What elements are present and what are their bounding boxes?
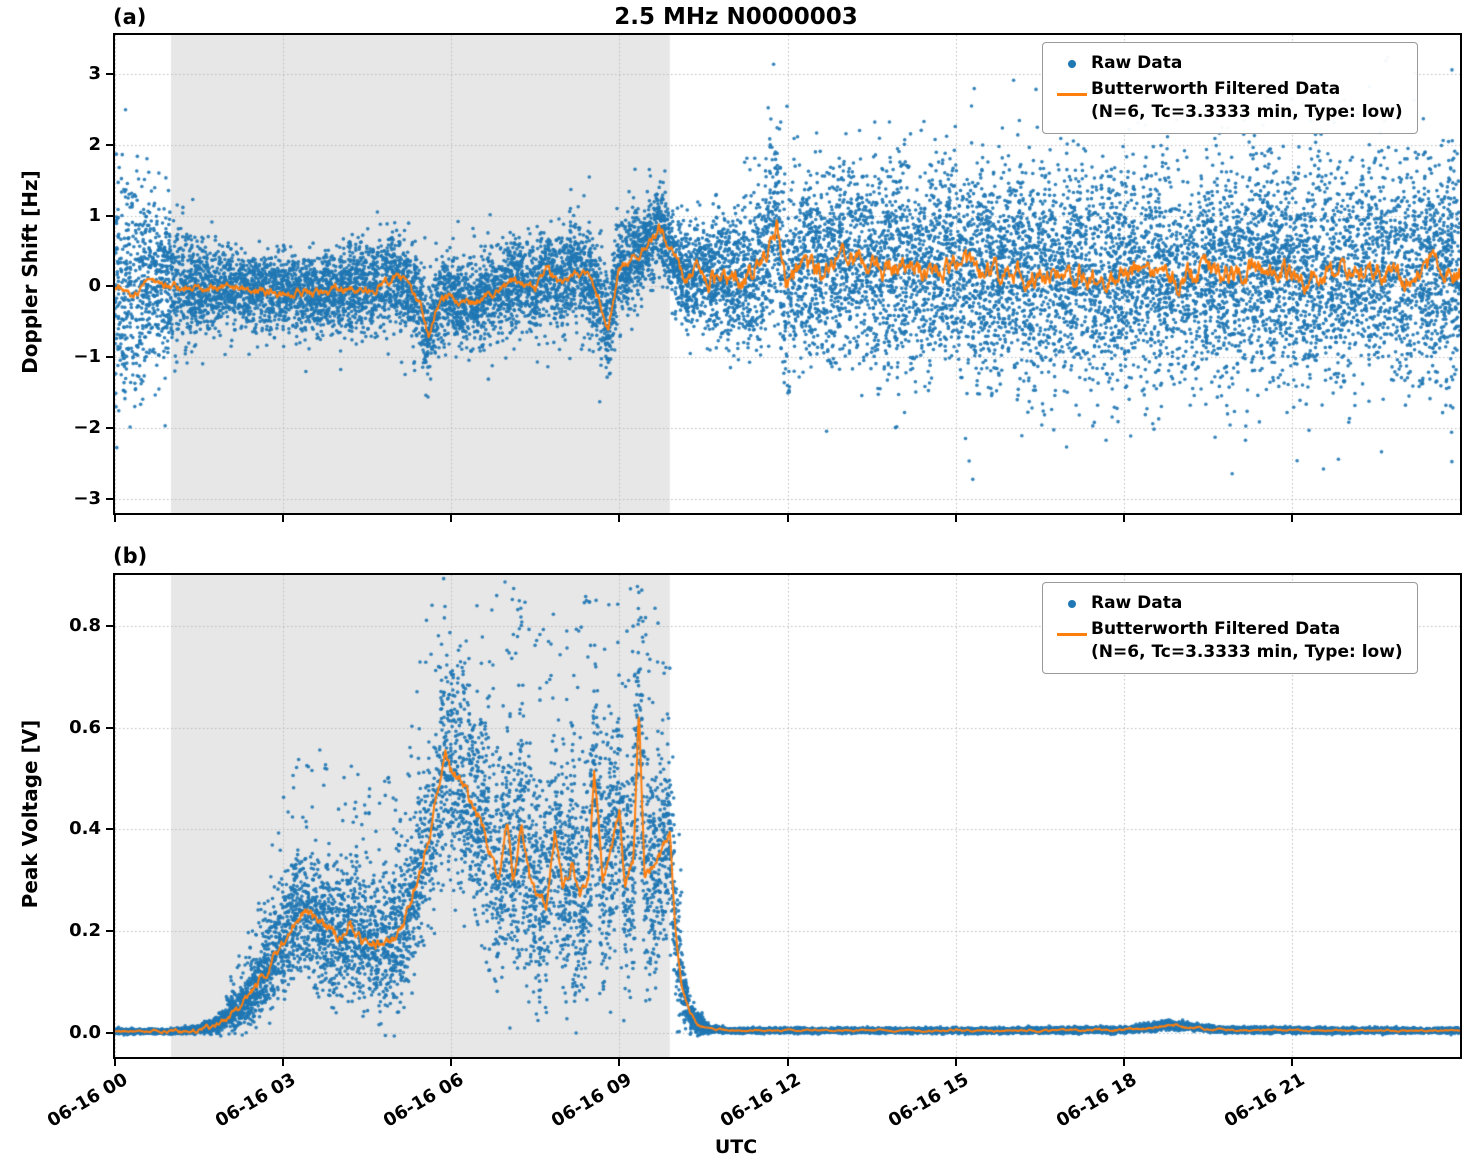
x-tick-mark [1122, 1059, 1125, 1066]
legend-a-raw-label: Raw Data [1091, 53, 1183, 73]
y-tick-mark [106, 72, 113, 75]
y-tick-label: 2 [88, 133, 101, 155]
x-tick-mark [618, 515, 621, 522]
filtered-line-icon [1053, 622, 1091, 646]
x-tick-mark [450, 1059, 453, 1066]
y-tick-label: 0.8 [69, 614, 101, 636]
x-tick-mark [114, 1059, 116, 1066]
y-tick-label: 0.2 [69, 920, 101, 942]
y-tick-mark [106, 726, 113, 729]
x-tick-mark [954, 1059, 957, 1066]
x-tick-mark [282, 515, 285, 522]
y-tick-mark [106, 427, 113, 430]
x-tick-mark [450, 515, 453, 522]
raw-data-dot-icon [1053, 592, 1091, 616]
filtered-line-icon [1053, 82, 1091, 106]
y-tick-label: −1 [73, 346, 101, 368]
legend-a: Raw Data Butterworth Filtered Data (N=6, … [1042, 42, 1418, 134]
legend-a-filtered-entry: Butterworth Filtered Data (N=6, Tc=3.3333… [1053, 78, 1403, 124]
y-tick-label: 0.0 [69, 1022, 101, 1044]
legend-b-filtered-label-line2: (N=6, Tc=3.3333 min, Type: low) [1091, 641, 1403, 662]
x-tick-mark [618, 1059, 621, 1066]
legend-a-filtered-label: Butterworth Filtered Data (N=6, Tc=3.3333… [1091, 78, 1403, 124]
x-tick-label: 06-16 00 [44, 1069, 132, 1132]
y-tick-mark [106, 497, 113, 500]
y-tick-label: 0.4 [69, 818, 101, 840]
legend-b-filtered-entry: Butterworth Filtered Data (N=6, Tc=3.3333… [1053, 618, 1403, 664]
y-tick-label: −3 [73, 487, 101, 509]
x-tick-label: 06-16 09 [548, 1069, 636, 1132]
y-tick-mark [106, 930, 113, 933]
x-tick-mark [1122, 515, 1125, 522]
y-tick-mark [106, 143, 113, 146]
x-tick-mark [1290, 515, 1293, 522]
x-tick-mark [114, 515, 116, 522]
legend-a-filtered-label-line2: (N=6, Tc=3.3333 min, Type: low) [1091, 101, 1403, 122]
raw-data-dot-icon [1053, 52, 1091, 76]
y-tick-mark [106, 214, 113, 217]
x-tick-label: 06-16 18 [1052, 1069, 1141, 1132]
panel-b-label: (b) [113, 544, 148, 568]
x-tick-label: 06-16 12 [716, 1069, 804, 1132]
y-tick-mark [106, 285, 113, 288]
y-tick-mark [106, 356, 113, 359]
x-tick-label: 06-16 06 [380, 1069, 468, 1132]
y-tick-mark [106, 828, 113, 831]
x-tick-label: 06-16 15 [884, 1069, 973, 1132]
x-tick-mark [282, 1059, 285, 1066]
y-tick-label: 3 [88, 62, 101, 84]
legend-b-filtered-label: Butterworth Filtered Data (N=6, Tc=3.3333… [1091, 618, 1403, 664]
x-tick-mark [786, 1059, 789, 1066]
legend-b-filtered-label-line1: Butterworth Filtered Data [1091, 619, 1341, 639]
x-tick-label: 06-16 21 [1220, 1069, 1309, 1132]
panel-b-y-axis-label: Peak Voltage [V] [18, 719, 42, 909]
legend-a-raw-entry: Raw Data [1053, 52, 1403, 76]
y-tick-label: 1 [88, 204, 101, 226]
x-tick-mark [1290, 1059, 1293, 1066]
x-tick-mark [786, 515, 789, 522]
y-tick-label: 0.6 [69, 716, 101, 738]
legend-a-filtered-label-line1: Butterworth Filtered Data [1091, 79, 1341, 99]
y-tick-mark [106, 1032, 113, 1035]
y-tick-label: −2 [73, 417, 101, 439]
chart-title: 2.5 MHz N0000003 [614, 4, 858, 30]
y-tick-label: 0 [88, 275, 101, 297]
legend-b: Raw Data Butterworth Filtered Data (N=6, … [1042, 582, 1418, 674]
y-tick-mark [106, 624, 113, 627]
legend-b-raw-entry: Raw Data [1053, 592, 1403, 616]
x-axis-label: UTC [714, 1136, 758, 1158]
panel-a-label: (a) [113, 5, 147, 29]
x-tick-label: 06-16 03 [212, 1069, 300, 1132]
x-tick-mark [954, 515, 957, 522]
legend-b-raw-label: Raw Data [1091, 593, 1183, 613]
